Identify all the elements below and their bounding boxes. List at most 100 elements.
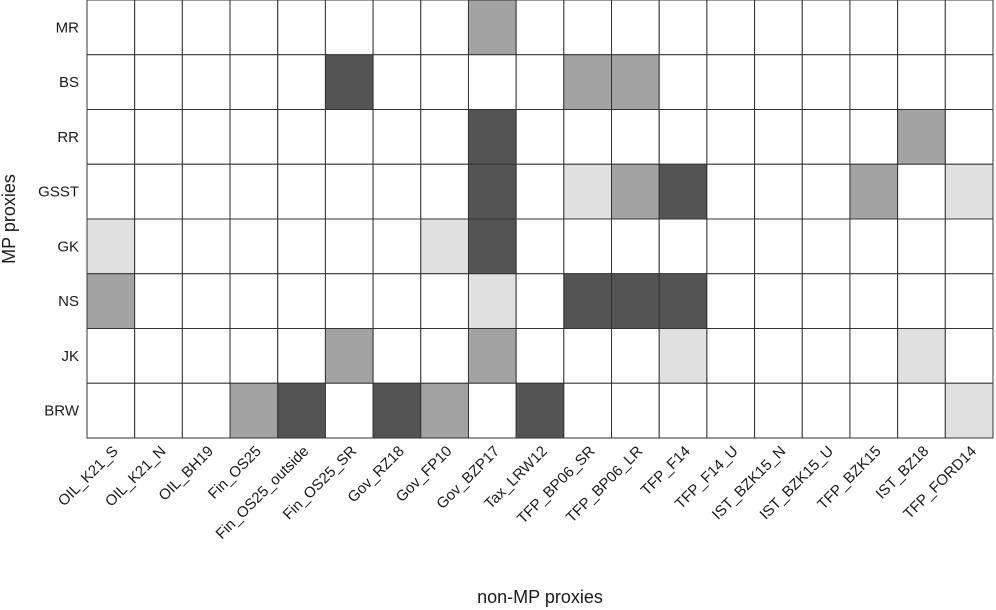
heatmap-cell — [277, 109, 326, 165]
heatmap-cell — [277, 0, 326, 56]
row-label: RR — [57, 129, 79, 146]
heatmap-cell — [754, 163, 803, 220]
heatmap-cell — [420, 328, 469, 384]
heatmap-cell — [277, 328, 326, 384]
heatmap-cell — [86, 382, 136, 439]
heatmap-cell — [801, 163, 851, 220]
heatmap-cell — [229, 54, 279, 110]
heatmap-cell — [134, 54, 183, 110]
heatmap-cell — [611, 54, 660, 110]
heatmap-cell — [801, 273, 851, 329]
heatmap-cell — [372, 328, 422, 384]
heatmap-cell — [563, 218, 613, 275]
heatmap-cell — [658, 0, 708, 56]
heatmap-cell — [420, 54, 469, 110]
heatmap-cell — [324, 109, 374, 165]
heatmap-cell — [563, 328, 613, 384]
heatmap-cell — [181, 273, 231, 329]
heatmap-cell — [86, 163, 136, 220]
heatmap-cell — [944, 382, 994, 439]
heatmap-cell — [944, 54, 994, 110]
heatmap-cell — [849, 328, 899, 384]
heatmap-cell — [420, 163, 469, 220]
heatmap-cell — [754, 273, 803, 329]
heatmap-cell — [467, 328, 517, 384]
heatmap-cell — [229, 382, 279, 439]
heatmap-cell — [372, 109, 422, 165]
row-label: GSST — [38, 184, 79, 201]
heatmap-cell — [611, 218, 660, 275]
row-label: BS — [59, 74, 79, 91]
heatmap-cell — [372, 382, 422, 439]
heatmap-cell — [420, 382, 469, 439]
heatmap-cell — [134, 163, 183, 220]
heatmap-cell — [420, 109, 469, 165]
heatmap-cell — [611, 273, 660, 329]
heatmap-cell — [706, 328, 756, 384]
heatmap-cell — [515, 109, 565, 165]
heatmap-cell — [563, 109, 613, 165]
heatmap-cell — [181, 54, 231, 110]
heatmap-cell — [944, 218, 994, 275]
heatmap-cell — [658, 54, 708, 110]
heatmap-cell — [229, 273, 279, 329]
heatmap-cell — [372, 54, 422, 110]
heatmap-cell — [944, 273, 994, 329]
heatmap-cell — [86, 273, 136, 329]
heatmap-cell — [467, 0, 517, 56]
heatmap-cell — [706, 218, 756, 275]
heatmap-cell — [944, 0, 994, 56]
heatmap-cell — [515, 273, 565, 329]
heatmap-cell — [897, 54, 946, 110]
heatmap-cell — [134, 0, 183, 56]
heatmap-cell — [754, 54, 803, 110]
heatmap-cells — [86, 0, 994, 439]
heatmap-cell — [801, 218, 851, 275]
heatmap-cell — [324, 163, 374, 220]
row-label: GK — [57, 238, 79, 255]
heatmap-cell — [229, 109, 279, 165]
heatmap-cell — [324, 382, 374, 439]
heatmap-cell — [134, 273, 183, 329]
heatmap-cell — [849, 218, 899, 275]
heatmap-cell — [706, 273, 756, 329]
heatmap-cell — [181, 163, 231, 220]
heatmap-cell — [706, 382, 756, 439]
heatmap-cell — [515, 0, 565, 56]
heatmap-cell — [420, 0, 469, 56]
heatmap-cell — [372, 273, 422, 329]
heatmap-cell — [515, 54, 565, 110]
heatmap-cell — [801, 382, 851, 439]
heatmap-cell — [611, 382, 660, 439]
heatmap-cell — [658, 382, 708, 439]
heatmap-cell — [324, 0, 374, 56]
heatmap-cell — [611, 163, 660, 220]
heatmap-cell — [420, 218, 469, 275]
heatmap-cell — [277, 54, 326, 110]
heatmap-cell — [801, 328, 851, 384]
heatmap-cell — [611, 109, 660, 165]
heatmap-cell — [277, 273, 326, 329]
heatmap-cell — [801, 54, 851, 110]
heatmap-cell — [849, 382, 899, 439]
heatmap-cell — [134, 382, 183, 439]
heatmap-cell — [801, 0, 851, 56]
heatmap-cell — [181, 382, 231, 439]
heatmap-cell — [134, 328, 183, 384]
row-label: JK — [61, 348, 79, 365]
heatmap-cell — [897, 328, 946, 384]
heatmap-cell — [181, 0, 231, 56]
heatmap-cell — [515, 218, 565, 275]
column-labels: OIL_K21_SOIL_K21_NOIL_BH19Fin_OS25Fin_OS… — [55, 443, 980, 543]
heatmap-cell — [277, 382, 326, 439]
heatmap-cell — [277, 218, 326, 275]
heatmap-cell — [754, 328, 803, 384]
y-axis-label: MP proxies — [0, 174, 19, 264]
row-label: BRW — [44, 403, 80, 420]
heatmap-cell — [944, 109, 994, 165]
heatmap-cell — [563, 0, 613, 56]
heatmap-cell — [467, 382, 517, 439]
heatmap-cell — [849, 273, 899, 329]
heatmap-cell — [658, 218, 708, 275]
heatmap-cell — [658, 273, 708, 329]
